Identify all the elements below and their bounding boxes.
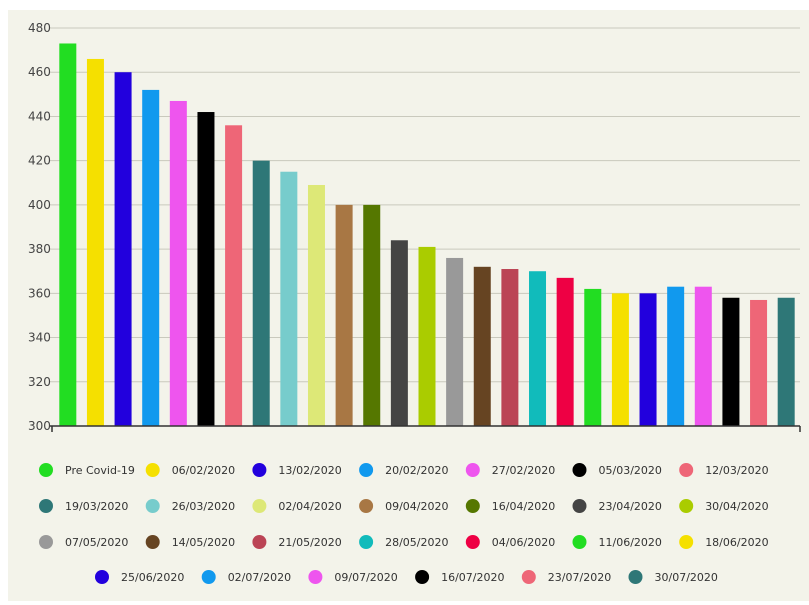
- legend: Pre Covid-19 06/02/2020 13/02/2020 20/02/20…: [39, 463, 769, 584]
- legend-marker: [573, 499, 587, 513]
- bar: [253, 161, 270, 426]
- legend-marker: [359, 463, 373, 477]
- y-tick-label: 400: [28, 198, 51, 212]
- legend-marker: [95, 570, 109, 584]
- bar: [197, 112, 214, 426]
- bar: [778, 298, 795, 426]
- legend-label: 14/05/2020: [172, 536, 235, 549]
- legend-label: 27/02/2020: [492, 464, 555, 477]
- bar: [446, 258, 463, 426]
- bar: [280, 172, 297, 426]
- y-tick-label: 360: [28, 286, 51, 300]
- chart-panel: 300 320 340 360 380 400 420 440 460 480 Pre Covid…: [8, 10, 809, 601]
- legend-label: 12/03/2020: [705, 464, 768, 477]
- bar: [336, 205, 353, 426]
- legend-marker: [252, 463, 266, 477]
- legend-marker: [252, 499, 266, 513]
- legend-marker: [39, 535, 53, 549]
- bar: [474, 267, 491, 426]
- legend-marker: [466, 463, 480, 477]
- bar: [695, 287, 712, 426]
- legend-label: 19/03/2020: [65, 500, 128, 513]
- legend-label: Pre Covid-19: [65, 464, 135, 477]
- legend-marker: [679, 535, 693, 549]
- bars: [59, 43, 794, 426]
- bar-chart: 300 320 340 360 380 400 420 440 460 480 Pre Covid…: [8, 10, 809, 601]
- bar: [750, 300, 767, 426]
- bar: [308, 185, 325, 426]
- legend-label: 21/05/2020: [278, 536, 341, 549]
- bar: [667, 287, 684, 426]
- legend-marker: [146, 535, 160, 549]
- legend-marker: [679, 463, 693, 477]
- y-tick-label: 480: [28, 21, 51, 35]
- bar: [170, 101, 187, 426]
- bar: [87, 59, 104, 426]
- legend-marker: [359, 499, 373, 513]
- legend-marker: [415, 570, 429, 584]
- bar: [612, 293, 629, 426]
- legend-label: 07/05/2020: [65, 536, 128, 549]
- legend-label: 11/06/2020: [599, 536, 662, 549]
- bar: [391, 240, 408, 426]
- legend-label: 30/04/2020: [705, 500, 768, 513]
- legend-label: 09/04/2020: [385, 500, 448, 513]
- y-tick-label: 300: [28, 419, 51, 433]
- legend-marker: [466, 535, 480, 549]
- legend-marker: [39, 499, 53, 513]
- legend-label: 23/04/2020: [599, 500, 662, 513]
- legend-marker: [573, 463, 587, 477]
- legend-label: 28/05/2020: [385, 536, 448, 549]
- bar: [722, 298, 739, 426]
- legend-label: 20/02/2020: [385, 464, 448, 477]
- y-tick-label: 320: [28, 375, 51, 389]
- x-axis: [50, 426, 800, 432]
- legend-marker: [202, 570, 216, 584]
- bar: [115, 72, 132, 426]
- legend-label: 02/04/2020: [278, 500, 341, 513]
- legend-marker: [146, 499, 160, 513]
- bar: [529, 271, 546, 426]
- legend-label: 18/06/2020: [705, 536, 768, 549]
- legend-marker: [39, 463, 53, 477]
- legend-label: 16/04/2020: [492, 500, 555, 513]
- legend-label: 30/07/2020: [655, 571, 718, 584]
- legend-marker: [308, 570, 322, 584]
- bar: [59, 43, 76, 426]
- bar: [640, 293, 657, 426]
- y-tick-label: 420: [28, 154, 51, 168]
- bar: [501, 269, 518, 426]
- legend-marker: [146, 463, 160, 477]
- y-tick-label: 380: [28, 242, 51, 256]
- legend-label: 06/02/2020: [172, 464, 235, 477]
- legend-marker: [522, 570, 536, 584]
- legend-marker: [252, 535, 266, 549]
- bar: [557, 278, 574, 426]
- y-tick-label: 460: [28, 65, 51, 79]
- legend-label: 09/07/2020: [334, 571, 397, 584]
- bar: [225, 125, 242, 426]
- y-axis-ticks: 300 320 340 360 380 400 420 440 460 480: [28, 21, 51, 433]
- legend-label: 02/07/2020: [228, 571, 291, 584]
- legend-label: 13/02/2020: [278, 464, 341, 477]
- y-tick-label: 440: [28, 109, 51, 123]
- bar: [419, 247, 436, 426]
- legend-label: 05/03/2020: [599, 464, 662, 477]
- legend-label: 23/07/2020: [548, 571, 611, 584]
- legend-marker: [679, 499, 693, 513]
- bar: [584, 289, 601, 426]
- legend-label: 25/06/2020: [121, 571, 184, 584]
- legend-label: 26/03/2020: [172, 500, 235, 513]
- y-tick-label: 340: [28, 331, 51, 345]
- legend-label: 04/06/2020: [492, 536, 555, 549]
- legend-label: 16/07/2020: [441, 571, 504, 584]
- legend-marker: [359, 535, 373, 549]
- bar: [363, 205, 380, 426]
- bar: [142, 90, 159, 426]
- legend-marker: [573, 535, 587, 549]
- legend-marker: [466, 499, 480, 513]
- legend-marker: [629, 570, 643, 584]
